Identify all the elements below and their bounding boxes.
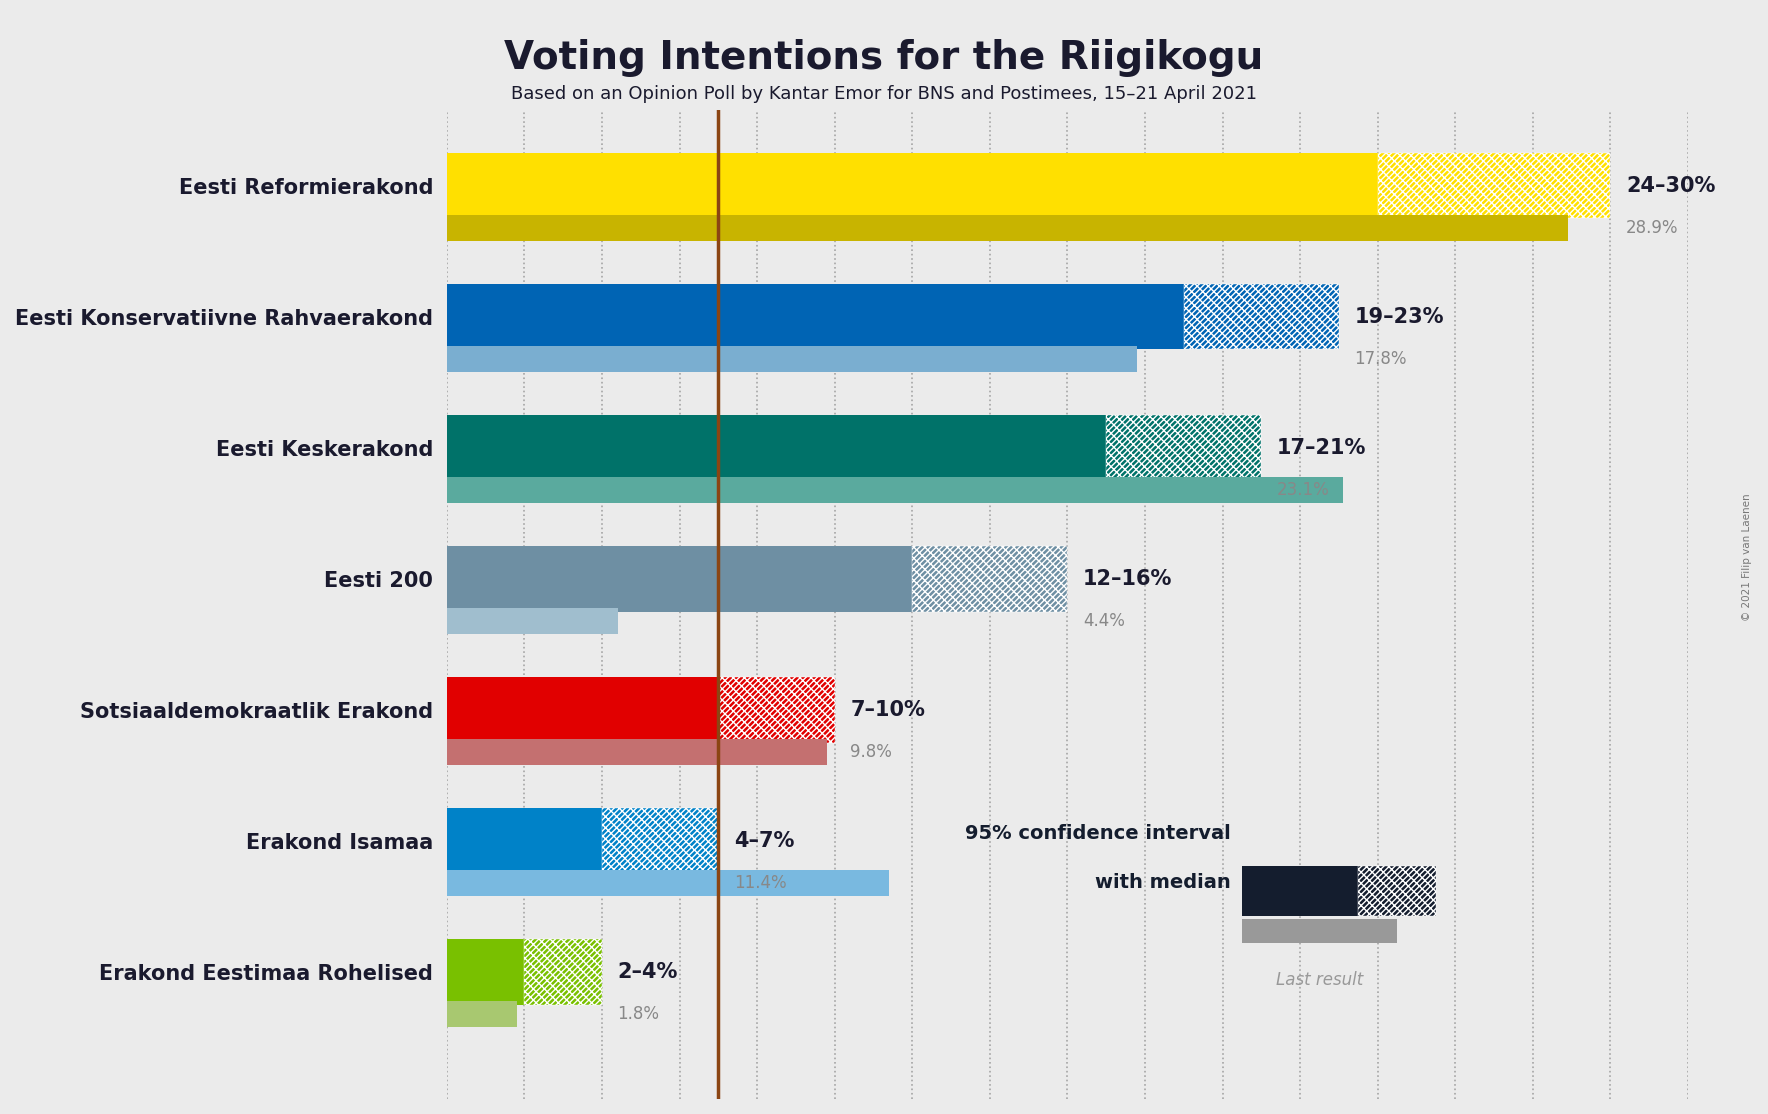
Text: 19–23%: 19–23%: [1354, 306, 1444, 326]
Bar: [1185, 284, 1338, 350]
Bar: [1107, 416, 1261, 480]
Text: 28.9%: 28.9%: [1627, 218, 1678, 236]
Bar: [603, 808, 718, 873]
Bar: [447, 284, 1185, 350]
Text: Voting Intentions for the Riigikogu: Voting Intentions for the Riigikogu: [504, 39, 1264, 77]
Text: 4.4%: 4.4%: [1084, 612, 1124, 629]
Text: 11.4%: 11.4%: [734, 873, 787, 892]
Text: 24–30%: 24–30%: [1627, 176, 1715, 196]
Text: 17–21%: 17–21%: [1276, 438, 1367, 458]
Text: 17.8%: 17.8%: [1354, 350, 1407, 368]
Text: Last result: Last result: [1276, 970, 1363, 988]
Bar: [1241, 866, 1358, 916]
Bar: [1241, 919, 1397, 944]
Text: 2–4%: 2–4%: [617, 961, 677, 981]
Text: 12–16%: 12–16%: [1084, 569, 1172, 589]
Text: © 2021 Filip van Laenen: © 2021 Filip van Laenen: [1741, 494, 1752, 620]
Text: 95% confidence interval: 95% confidence interval: [965, 824, 1231, 843]
Bar: [447, 808, 603, 873]
Bar: [1377, 153, 1611, 218]
Bar: [1358, 866, 1436, 916]
Bar: [447, 1000, 516, 1027]
Text: 7–10%: 7–10%: [850, 700, 925, 720]
Bar: [447, 677, 718, 743]
Text: 23.1%: 23.1%: [1276, 480, 1330, 499]
Text: with median: with median: [1094, 873, 1231, 892]
Bar: [447, 739, 827, 765]
Bar: [525, 939, 603, 1005]
Text: 9.8%: 9.8%: [850, 743, 893, 761]
Bar: [447, 939, 525, 1005]
Bar: [718, 677, 834, 743]
Bar: [447, 345, 1137, 372]
Bar: [447, 607, 617, 634]
Bar: [447, 546, 912, 612]
Bar: [447, 215, 1568, 241]
Bar: [447, 477, 1342, 502]
Bar: [447, 870, 889, 896]
Text: Based on an Opinion Poll by Kantar Emor for BNS and Postimees, 15–21 April 2021: Based on an Opinion Poll by Kantar Emor …: [511, 85, 1257, 102]
Bar: [912, 546, 1068, 612]
Text: 4–7%: 4–7%: [734, 831, 794, 851]
Text: 1.8%: 1.8%: [617, 1005, 659, 1023]
Bar: [447, 153, 1377, 218]
Bar: [447, 416, 1107, 480]
